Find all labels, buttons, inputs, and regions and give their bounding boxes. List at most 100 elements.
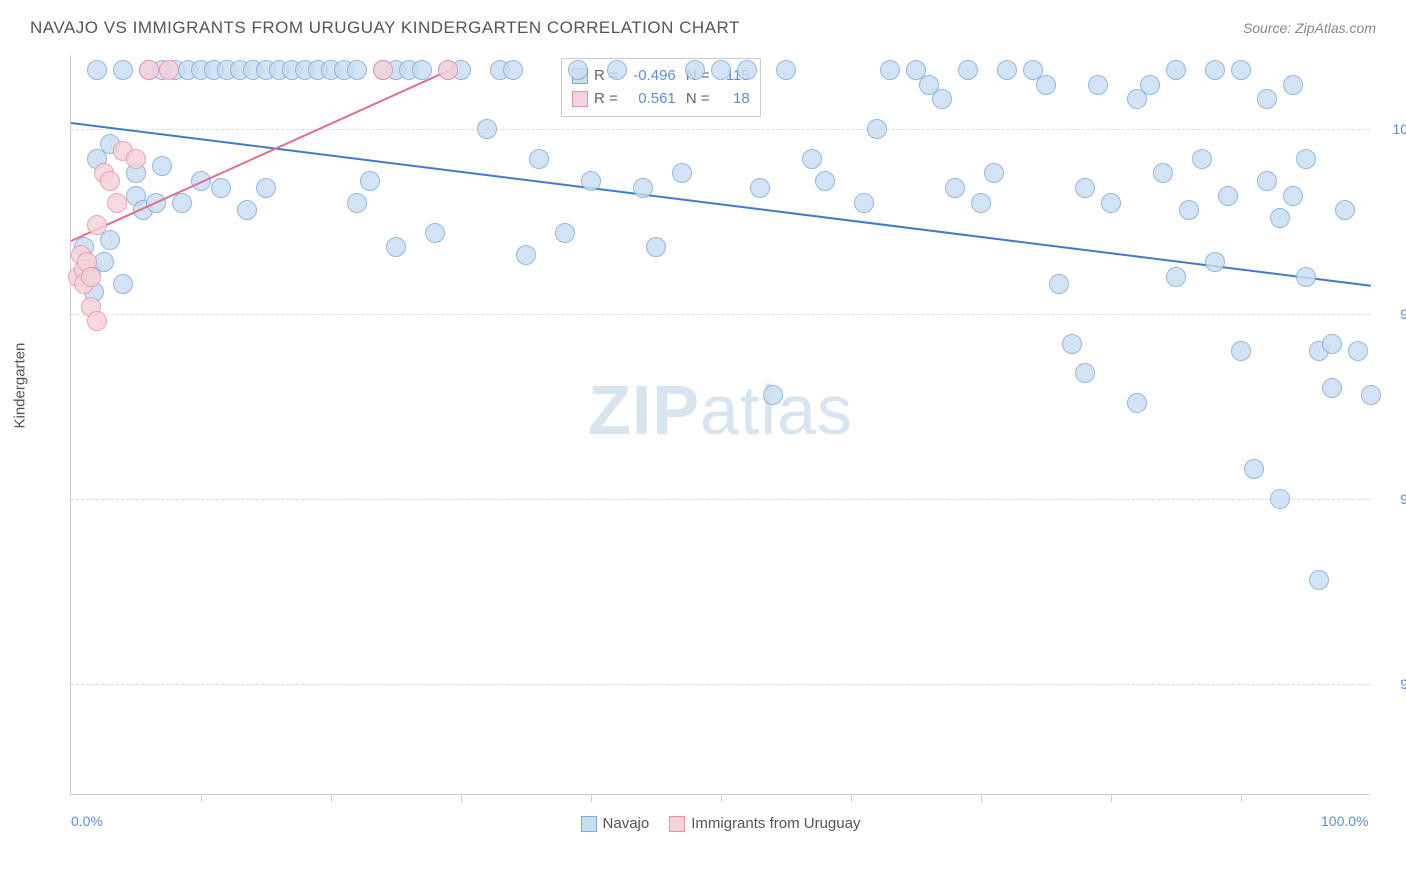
source-label: Source: ZipAtlas.com — [1243, 20, 1376, 36]
data-point — [438, 60, 458, 80]
data-point — [1127, 393, 1147, 413]
stat-r-value: -0.496 — [624, 65, 676, 88]
data-point — [1296, 149, 1316, 169]
gridline — [71, 499, 1370, 500]
data-point — [87, 215, 107, 235]
data-point — [516, 245, 536, 265]
data-point — [1036, 75, 1056, 95]
data-point — [107, 193, 127, 213]
gridline — [71, 314, 1370, 315]
x-tick — [981, 794, 982, 802]
x-tick — [1111, 794, 1112, 802]
x-tick — [1241, 794, 1242, 802]
x-tick — [591, 794, 592, 802]
data-point — [1192, 149, 1212, 169]
data-point — [1218, 186, 1238, 206]
y-tick-label: 92.5% — [1400, 676, 1406, 692]
data-point — [568, 60, 588, 80]
data-point — [87, 311, 107, 331]
data-point — [1088, 75, 1108, 95]
watermark: ZIPatlas — [588, 370, 853, 450]
x-tick — [201, 794, 202, 802]
data-point — [360, 171, 380, 191]
data-point — [1140, 75, 1160, 95]
data-point — [529, 149, 549, 169]
data-point — [152, 156, 172, 176]
data-point — [172, 193, 192, 213]
y-tick-label: 97.5% — [1400, 306, 1406, 322]
data-point — [971, 193, 991, 213]
data-point — [880, 60, 900, 80]
data-point — [867, 119, 887, 139]
data-point — [763, 385, 783, 405]
data-point — [984, 163, 1004, 183]
data-point — [87, 60, 107, 80]
data-point — [100, 171, 120, 191]
legend-swatch — [669, 816, 685, 832]
data-point — [386, 237, 406, 257]
data-point — [1257, 171, 1277, 191]
data-point — [139, 60, 159, 80]
data-point — [1322, 378, 1342, 398]
header: NAVAJO VS IMMIGRANTS FROM URUGUAY KINDER… — [0, 0, 1406, 50]
legend-item: Immigrants from Uruguay — [669, 815, 860, 832]
x-tick-label: 100.0% — [1321, 813, 1368, 829]
chart-title: NAVAJO VS IMMIGRANTS FROM URUGUAY KINDER… — [30, 18, 740, 38]
data-point — [1166, 60, 1186, 80]
data-point — [477, 119, 497, 139]
gridline — [71, 129, 1370, 130]
data-point — [1101, 193, 1121, 213]
y-tick-label: 95.0% — [1400, 491, 1406, 507]
bottom-legend: NavajoImmigrants from Uruguay — [71, 815, 1370, 832]
data-point — [347, 193, 367, 213]
data-point — [815, 171, 835, 191]
data-point — [1205, 60, 1225, 80]
data-point — [1062, 334, 1082, 354]
x-tick — [721, 794, 722, 802]
data-point — [412, 60, 432, 80]
data-point — [1049, 274, 1069, 294]
data-point — [1283, 186, 1303, 206]
data-point — [237, 200, 257, 220]
data-point — [425, 223, 445, 243]
data-point — [1166, 267, 1186, 287]
data-point — [1231, 60, 1251, 80]
data-point — [802, 149, 822, 169]
data-point — [997, 60, 1017, 80]
data-point — [503, 60, 523, 80]
x-tick — [851, 794, 852, 802]
y-axis-title: Kindergarten — [12, 343, 29, 429]
data-point — [1153, 163, 1173, 183]
data-point — [1283, 75, 1303, 95]
data-point — [1270, 489, 1290, 509]
data-point — [1231, 341, 1251, 361]
data-point — [945, 178, 965, 198]
data-point — [1244, 459, 1264, 479]
data-point — [932, 89, 952, 109]
data-point — [1348, 341, 1368, 361]
data-point — [347, 60, 367, 80]
data-point — [211, 178, 231, 198]
data-point — [113, 60, 133, 80]
data-point — [1179, 200, 1199, 220]
data-point — [1075, 178, 1095, 198]
data-point — [373, 60, 393, 80]
legend-swatch — [581, 816, 597, 832]
data-point — [113, 274, 133, 294]
x-tick-label: 0.0% — [71, 813, 103, 829]
data-point — [776, 60, 796, 80]
data-point — [958, 60, 978, 80]
data-point — [159, 60, 179, 80]
data-point — [126, 149, 146, 169]
data-point — [1075, 363, 1095, 383]
stat-n-value: 18 — [716, 88, 750, 111]
data-point — [1296, 267, 1316, 287]
x-tick — [331, 794, 332, 802]
data-point — [633, 178, 653, 198]
y-tick-label: 100.0% — [1393, 121, 1406, 137]
data-point — [1322, 334, 1342, 354]
data-point — [685, 60, 705, 80]
stat-label: N = — [682, 88, 710, 111]
legend-swatch — [572, 91, 588, 107]
data-point — [646, 237, 666, 257]
